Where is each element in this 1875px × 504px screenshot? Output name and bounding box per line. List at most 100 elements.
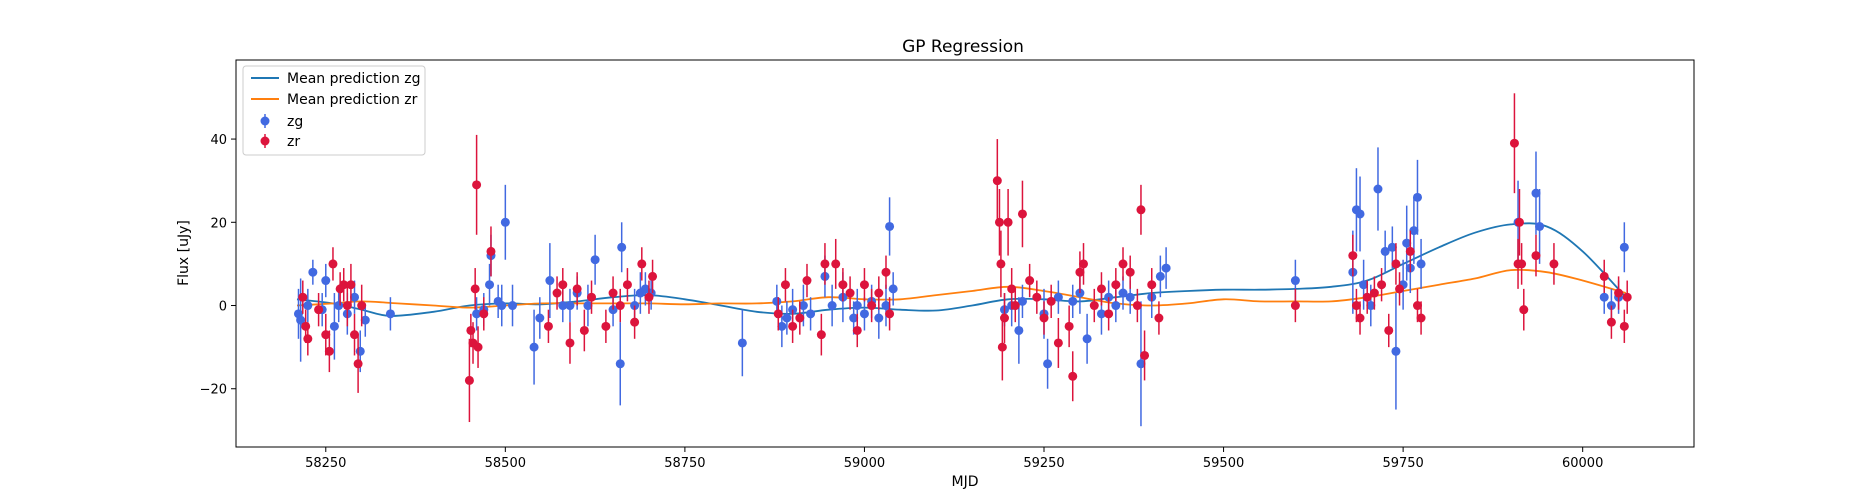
zg-data-point <box>1416 259 1426 269</box>
zr-data-point <box>601 321 611 331</box>
zr-data-point <box>1000 313 1010 323</box>
zg-data-point <box>1412 192 1422 202</box>
legend-label-mean-zg: Mean prediction zg <box>287 71 421 87</box>
zr-data-point <box>353 359 363 369</box>
zr-data-point <box>298 292 308 302</box>
zr-data-point <box>1290 301 1300 311</box>
zr-data-point <box>314 305 324 315</box>
zr-data-point <box>301 321 311 331</box>
zr-data-point <box>1355 313 1365 323</box>
zr-data-point <box>648 271 658 281</box>
zr-data-point <box>996 259 1006 269</box>
zg-data-point <box>529 342 539 352</box>
zr-data-point <box>852 325 862 335</box>
zr-data-point <box>1517 259 1527 269</box>
zr-data-point <box>1348 251 1358 261</box>
zr-data-point <box>874 288 884 298</box>
zg-data-point <box>545 276 555 286</box>
zg-data-point <box>500 217 510 227</box>
zg-data-point <box>852 301 862 311</box>
zg-data-point <box>308 267 318 277</box>
zg-data-point <box>508 301 518 311</box>
zg-data-point <box>590 255 600 265</box>
zr-data-point <box>1395 284 1405 294</box>
zr-data-point <box>1147 280 1157 290</box>
legend-label-zr: zr <box>287 134 300 150</box>
zr-data-point <box>795 313 805 323</box>
x-tick-label: 59750 <box>1382 456 1423 471</box>
zg-data-point <box>1161 263 1171 273</box>
legend-label-mean-zr: Mean prediction zr <box>287 92 418 108</box>
zr-data-point <box>1075 267 1085 277</box>
zg-data-point <box>583 301 593 311</box>
zg-data-point <box>777 321 787 331</box>
x-tick-label: 58750 <box>664 456 705 471</box>
zr-data-point <box>1384 325 1394 335</box>
zr-data-point <box>1046 296 1056 306</box>
zg-data-point <box>334 301 344 311</box>
zr-data-point <box>1412 301 1422 311</box>
zg-data-point <box>1355 209 1365 219</box>
zr-data-point <box>466 325 476 335</box>
zg-data-point <box>1359 280 1369 290</box>
x-axis-label: MJD <box>952 474 979 490</box>
zg-data-point <box>535 313 545 323</box>
zr-data-point <box>1514 217 1524 227</box>
zg-data-point <box>1125 292 1135 302</box>
zg-data-point <box>859 309 869 319</box>
series-zr <box>298 93 1632 423</box>
zg-data-point <box>1599 292 1609 302</box>
zr-data-point <box>565 338 575 348</box>
zg-data-point <box>303 301 313 311</box>
zr-data-point <box>1039 313 1049 323</box>
zr-data-point <box>1377 280 1387 290</box>
zr-data-point <box>1010 301 1020 311</box>
zr-data-point <box>1509 138 1519 148</box>
zr-data-point <box>1068 371 1078 381</box>
zr-data-point <box>780 280 790 290</box>
legend-box <box>242 65 426 156</box>
zr-data-point <box>1599 271 1609 281</box>
zr-data-point <box>1622 292 1632 302</box>
zr-data-point <box>1079 259 1089 269</box>
zr-data-point <box>1064 321 1074 331</box>
zg-data-point <box>385 309 395 319</box>
zg-data-point <box>1535 221 1545 231</box>
zr-data-point <box>1111 280 1121 290</box>
zr-data-point <box>479 309 489 319</box>
zr-data-point <box>558 280 568 290</box>
zr-data-point <box>845 288 855 298</box>
zg-data-point <box>874 313 884 323</box>
zr-data-point <box>473 342 483 352</box>
zg-data-point <box>1118 288 1128 298</box>
zr-data-point <box>346 280 356 290</box>
zr-data-point <box>321 330 331 340</box>
zg-data-point <box>827 301 837 311</box>
zr-data-point <box>1606 317 1616 327</box>
zg-data-point <box>360 315 370 325</box>
zg-data-point <box>615 359 625 369</box>
zg-data-point <box>1402 238 1412 248</box>
legend-label-zg: zg <box>287 114 303 130</box>
zr-data-point <box>622 280 632 290</box>
zg-data-point <box>350 292 360 302</box>
zg-data-point <box>881 301 891 311</box>
zg-data-point <box>1017 296 1027 306</box>
zr-data-point <box>1416 313 1426 323</box>
zr-data-point <box>637 259 647 269</box>
zr-data-point <box>1032 292 1042 302</box>
zr-data-point <box>472 180 482 190</box>
zg-data-point <box>565 301 575 311</box>
x-tick-label: 59000 <box>844 456 885 471</box>
zg-data-point <box>1380 246 1390 256</box>
zg-data-point <box>888 284 898 294</box>
zg-data-point <box>737 338 747 348</box>
zr-data-point <box>1003 217 1013 227</box>
zr-data-point <box>464 375 474 385</box>
zr-data-point <box>1619 321 1629 331</box>
legend-swatch-zg <box>260 114 270 128</box>
zg-data-point <box>1373 184 1383 194</box>
zr-data-point <box>1140 350 1150 360</box>
zr-data-point <box>859 280 869 290</box>
x-tick-label: 58500 <box>485 456 526 471</box>
